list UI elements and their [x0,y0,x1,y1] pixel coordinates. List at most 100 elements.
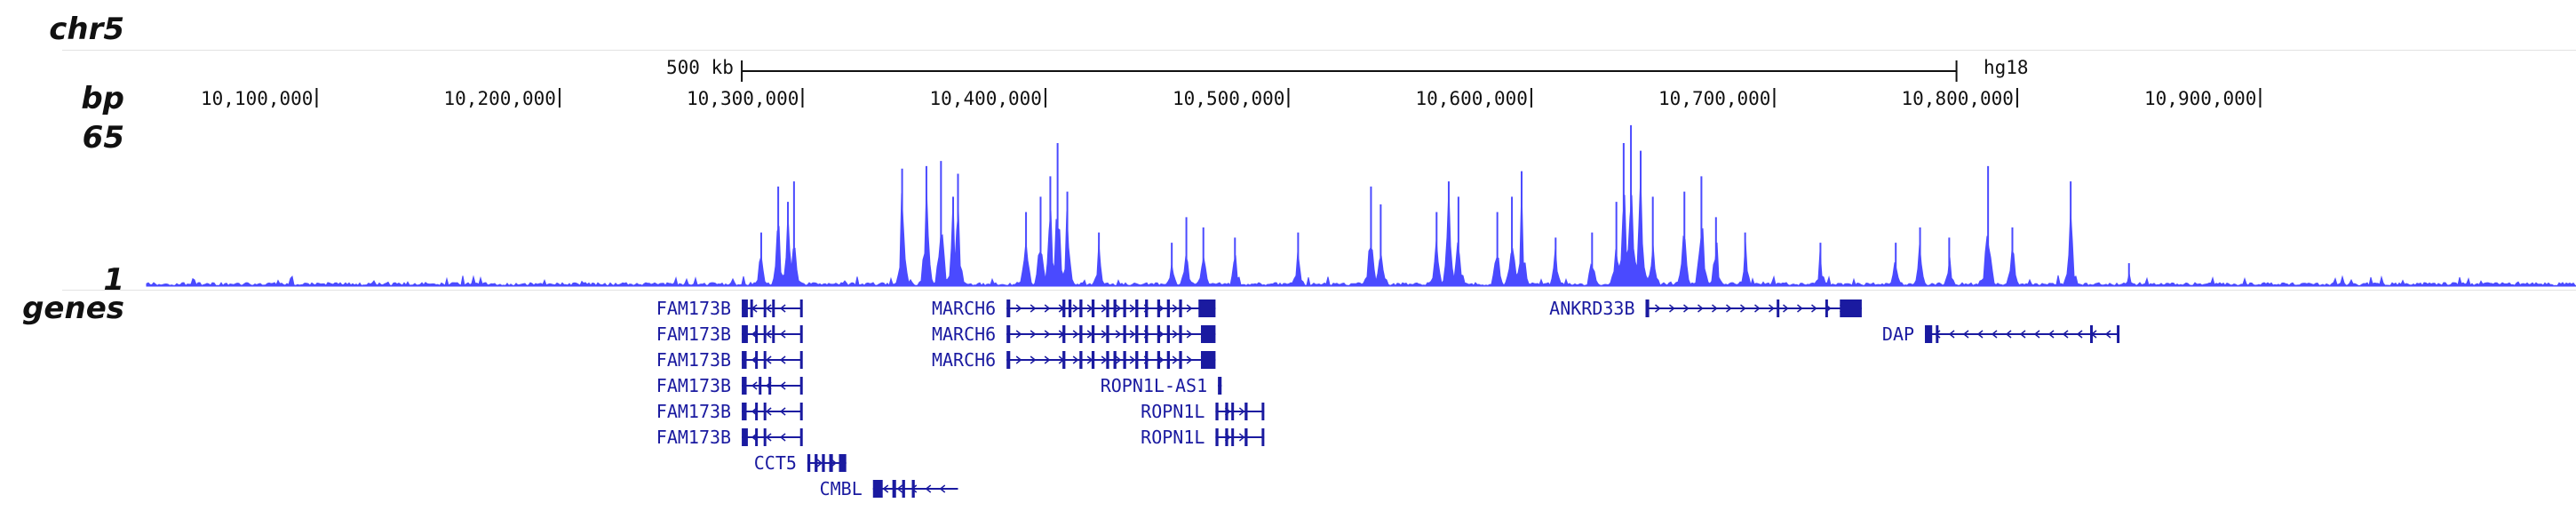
strand-arrow [2104,330,2111,339]
strand-arrow [1115,330,1122,339]
ruler-tick-label: 10,800,000 [1901,88,2014,109]
strand-arrow [2076,330,2083,339]
gene-exon [742,351,747,369]
chrom-separator [62,50,2576,51]
gene-exon [1135,351,1139,369]
gene-exon [763,403,767,420]
gene-model [1925,325,2120,343]
ruler-tick-label: 10,100,000 [201,88,314,109]
gene-label: FAM173B [656,298,732,319]
gene-exon [1157,299,1161,317]
strand-arrow [2005,330,2012,339]
strand-arrow [1797,304,1803,313]
gene-exon [1079,299,1083,317]
gene-exon [1113,351,1117,369]
signal-max-label: 65 [82,120,124,156]
gene-exon [1006,351,1011,369]
strand-arrow [765,355,772,364]
strand-arrow [1754,304,1761,313]
strand-arrow [882,484,889,493]
strand-arrow [1101,330,1108,339]
gene-exon [799,377,803,395]
gene-exon [1261,428,1265,446]
gene-exon [759,377,762,395]
gene-exon [742,299,748,317]
strand-arrow [1115,355,1122,364]
gene-model [1215,403,1265,420]
gene-exon [1106,299,1109,317]
gene-exon [1135,299,1139,317]
strand-arrow [779,330,786,339]
gene-model [1645,299,1862,317]
gene-exon [1231,403,1235,420]
gene-model [1215,428,1265,446]
gene-exon [742,377,747,395]
strand-arrow [1991,330,1998,339]
gene-exon [829,454,833,472]
gene-exon [2090,325,2093,343]
strand-arrow [779,407,786,416]
gene-label: MARCH6 [931,323,997,345]
gene-label: FAM173B [656,349,732,371]
gene-exon [1261,403,1265,420]
strand-arrow [1129,355,1136,364]
gene-model [1006,351,1216,369]
gene-exon [1106,325,1109,343]
strand-arrow [1186,330,1193,339]
scale-size-label: 500 kb [666,57,734,78]
strand-arrow [2019,330,2026,339]
gene-exon [822,454,825,472]
gene-model [742,325,803,343]
gene-exon [768,377,772,395]
ruler-tick-label: 10,900,000 [2144,88,2257,109]
strand-arrow [939,484,946,493]
gene-exon [1231,428,1235,446]
bp-label: bp [81,81,124,116]
gene-exon [1135,325,1139,343]
gene-model [742,428,803,446]
gene-exon [799,299,803,317]
gene-exon [1113,299,1117,317]
gene-exon [2117,325,2120,343]
strand-arrow [1172,330,1179,339]
assembly-label: hg18 [1984,57,2029,78]
gene-exon [1166,299,1170,317]
gene-model [807,454,847,472]
gene-exon [763,428,767,446]
gene-exon [1225,403,1228,420]
gene-exon [1198,299,1216,317]
strand-arrow [1101,304,1108,313]
gene-exon [1091,351,1095,369]
gene-exon [1166,351,1170,369]
strand-arrow [765,330,772,339]
strand-arrow [765,407,772,416]
gene-label: CCT5 [753,452,797,474]
gene-exon [1215,428,1219,446]
strand-arrow [1934,330,1941,339]
strand-arrow [1697,304,1704,313]
gene-model [1006,299,1216,317]
strand-arrow [1948,330,1955,339]
gene-exon [1062,351,1066,369]
gene-exon [1123,325,1126,343]
ruler-tick-label: 10,400,000 [929,88,1042,109]
gene-exon [1777,299,1780,317]
genes-track-label: genes [22,291,124,326]
signal-min-label: 1 [103,262,124,298]
gene-exon [1079,325,1083,343]
strand-arrow [1115,304,1122,313]
strand-arrow [1072,304,1079,313]
gene-exon [1062,299,1066,317]
gene-exon [742,325,748,343]
gene-exon [1157,325,1161,343]
gene-exon [902,480,905,498]
gene-exon [799,325,803,343]
gene-exon [1157,351,1161,369]
gene-exon [911,480,915,498]
gene-exon [799,351,803,369]
strand-arrow [1015,330,1022,339]
signal-area [146,175,2576,287]
gene-exon [1200,325,1216,343]
